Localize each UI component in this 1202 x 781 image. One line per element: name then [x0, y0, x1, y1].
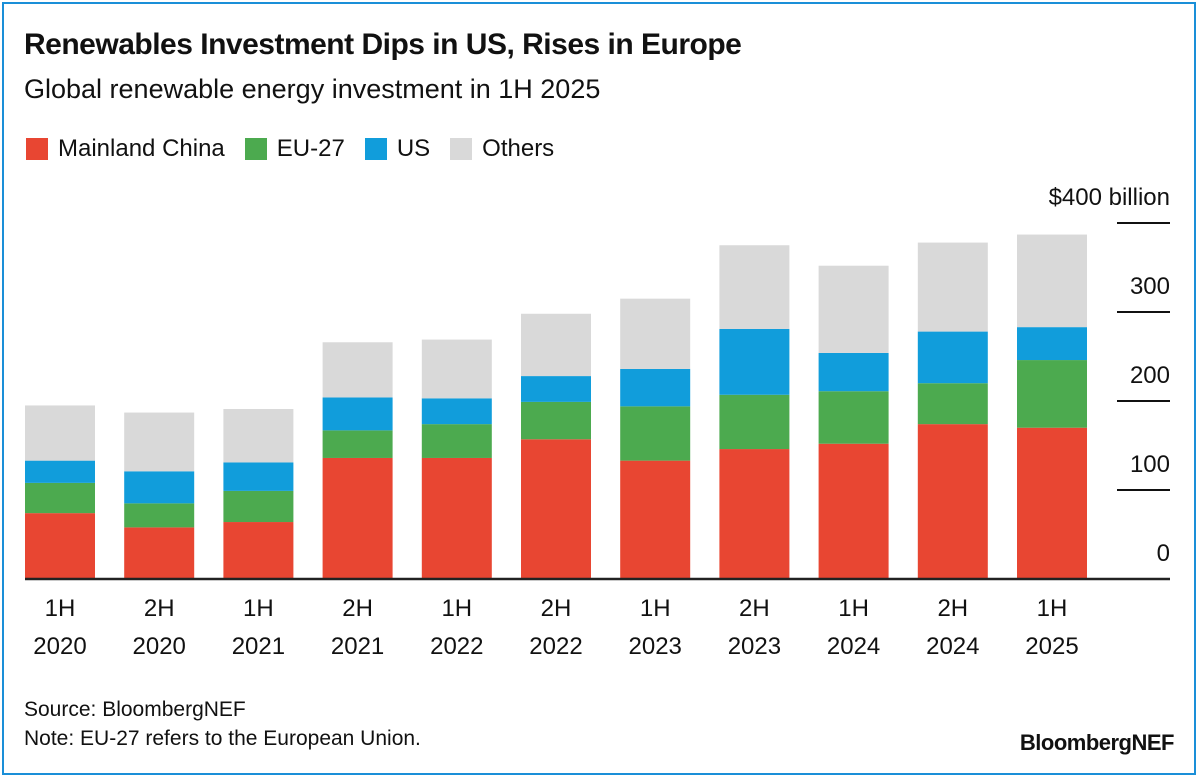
bar-segment-others	[620, 298, 691, 369]
x-tick-label: 2021	[331, 633, 384, 660]
x-tick-label: 2H	[937, 595, 968, 622]
x-tick-label: 2022	[529, 633, 582, 660]
source-note: Source: BloombergNEF	[24, 698, 246, 721]
x-tick-label: 2023	[629, 633, 682, 660]
bar-segment-others	[25, 405, 95, 461]
bar-segment-others	[223, 409, 294, 463]
x-tick-label: 1H	[243, 595, 274, 622]
legend-swatch	[364, 138, 387, 160]
legend-label: Others	[482, 135, 555, 162]
bar-segment-mainland-china	[322, 457, 393, 579]
y-tick-label: $400 billion	[1049, 184, 1170, 211]
legend-item-china: Mainland China	[26, 135, 225, 163]
bar-segment-others	[719, 245, 790, 329]
bar-segment-mainland-china	[818, 443, 889, 579]
bar-segment-us	[719, 328, 790, 395]
x-tick-label: 2020	[133, 633, 186, 660]
bar-segment-mainland-china	[521, 439, 591, 579]
x-tick-label: 2H	[342, 595, 373, 622]
legend-swatch	[26, 138, 48, 160]
chart-title: Renewables Investment Dips in US, Rises …	[24, 28, 742, 61]
bar-segment-eu-27	[917, 383, 988, 425]
x-tick-label: 2H	[739, 595, 770, 622]
bar-segment-mainland-china	[124, 527, 195, 579]
bar-segment-us	[223, 462, 294, 491]
legend-label: US	[396, 135, 431, 162]
bar-segment-us	[322, 397, 393, 431]
y-tick-label: 300	[1130, 273, 1170, 300]
x-tick-label: 2024	[926, 633, 979, 660]
bar-segment-mainland-china	[1017, 427, 1087, 579]
bar-segment-us	[818, 352, 889, 392]
bar-segment-eu-27	[124, 503, 195, 528]
x-tick-label: 2H	[144, 595, 175, 622]
x-tick-label: 2022	[430, 633, 483, 660]
bar-segment-eu-27	[322, 430, 393, 458]
legend-item-eu27: EU-27	[244, 135, 345, 163]
bar-segment-mainland-china	[917, 424, 988, 579]
bar-segment-mainland-china	[421, 457, 492, 579]
x-tick-label: 1H	[1037, 595, 1068, 622]
bar-segment-eu-27	[223, 490, 294, 523]
legend-label: EU-27	[276, 135, 345, 162]
legend-label: Mainland China	[58, 135, 225, 162]
bar-segment-eu-27	[521, 401, 591, 440]
bar-segment-us	[421, 398, 492, 425]
bar-segment-eu-27	[421, 424, 492, 458]
bar-segment-mainland-china	[620, 460, 691, 579]
x-tick-label: 2H	[541, 595, 572, 622]
legend-item-others: Others	[450, 135, 554, 163]
x-tick-label: 1H	[45, 595, 76, 622]
bar-segment-eu-27	[25, 482, 95, 514]
x-tick-label: 2023	[728, 633, 781, 660]
legend: Mainland China EU-27 US Others	[26, 135, 554, 163]
x-tick-label: 2020	[33, 633, 86, 660]
x-tick-label: 1H	[441, 595, 472, 622]
bar-segment-others	[322, 342, 393, 398]
bar-segment-eu-27	[719, 394, 790, 450]
bar-segment-mainland-china	[719, 449, 790, 579]
bar-segment-eu-27	[1017, 360, 1087, 428]
x-tick-label: 1H	[640, 595, 671, 622]
bar-segment-eu-27	[620, 406, 691, 461]
bar-segment-us	[521, 376, 591, 402]
bar-segment-others	[521, 313, 591, 377]
x-tick-label: 1H	[838, 595, 869, 622]
bar-segment-eu-27	[818, 391, 889, 444]
y-tick-label: 0	[1157, 540, 1170, 567]
y-tick-label: 200	[1130, 362, 1170, 389]
x-tick-label: 2024	[827, 633, 880, 660]
bar-segment-others	[124, 412, 195, 472]
footnote: Note: EU-27 refers to the European Union…	[24, 727, 421, 750]
x-tick-label: 2021	[232, 633, 285, 660]
bar-segment-others	[917, 242, 988, 332]
bar-segment-mainland-china	[223, 522, 294, 579]
legend-item-us: US	[364, 135, 431, 163]
chart-subtitle: Global renewable energy investment in 1H…	[24, 74, 601, 104]
bar-segment-us	[25, 460, 95, 483]
legend-swatch	[450, 138, 473, 160]
legend-swatch	[244, 138, 267, 160]
bloombergnef-logo: BloombergNEF	[1019, 730, 1175, 755]
bar-segment-others	[1017, 234, 1087, 328]
bar-segment-others	[421, 339, 492, 399]
bar-segment-us	[1017, 327, 1087, 361]
bar-segment-us	[620, 368, 691, 407]
bar-segment-us	[124, 471, 195, 504]
bar-segment-others	[818, 265, 889, 353]
bar-segment-us	[917, 331, 988, 384]
x-tick-label: 2025	[1025, 633, 1078, 660]
y-tick-label: 100	[1130, 451, 1170, 478]
bar-segment-mainland-china	[25, 513, 95, 579]
